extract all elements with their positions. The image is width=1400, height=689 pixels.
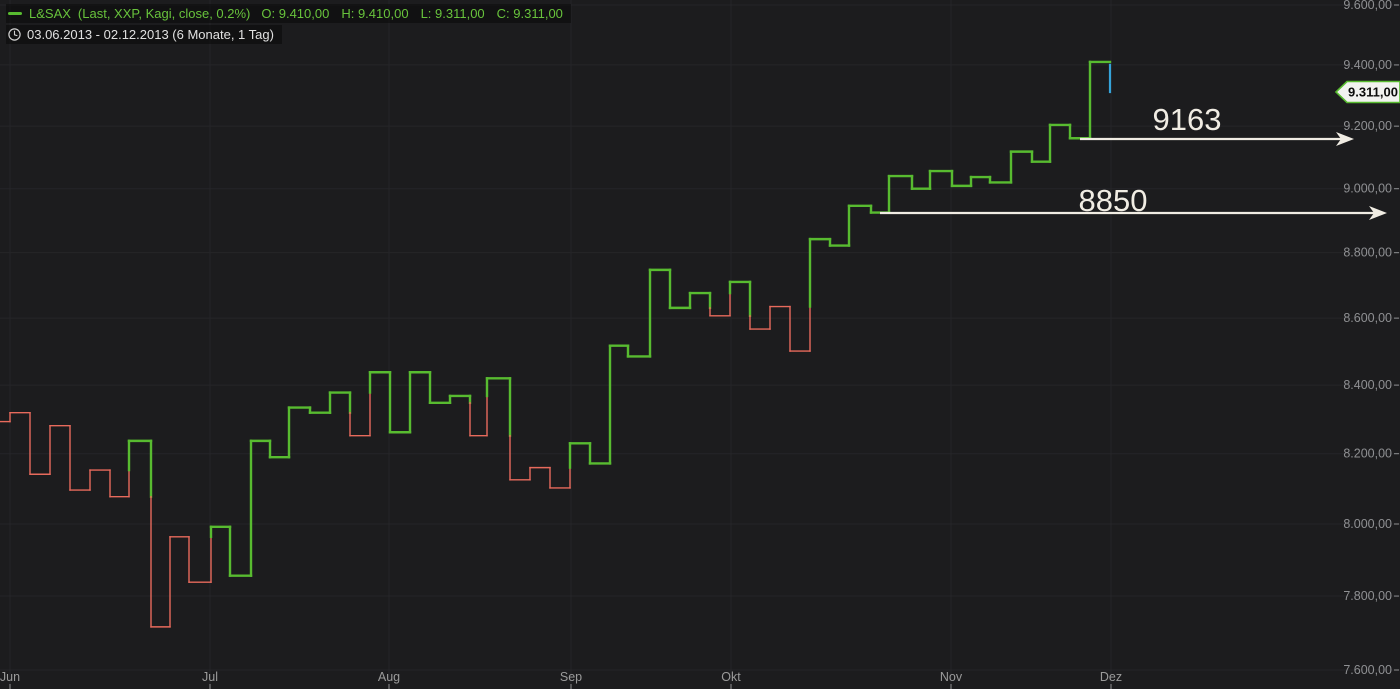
ohlc-item: H: 9.410,00 [341, 6, 409, 21]
series-params: (Last, XXP, Kagi, close, 0.2%) [77, 6, 251, 21]
time-axis-label[interactable]: Okt [721, 670, 741, 684]
clock-icon [8, 28, 21, 41]
annotation-label: 8850 [1079, 183, 1148, 218]
series-symbol: L&SAX [29, 6, 71, 21]
price-badge-value: 9.311,00 [1348, 85, 1398, 100]
time-axis-label[interactable]: Sep [560, 670, 582, 684]
ohlc-values: O: 9.410,00 H: 9.410,00 L: 9.311,00 C: 9.31… [261, 7, 563, 20]
price-axis-label[interactable]: 9.600,00 [1343, 0, 1392, 12]
price-axis-label[interactable]: 9.200,00 [1343, 119, 1392, 133]
price-axis-label[interactable]: 8.000,00 [1343, 517, 1392, 531]
series-marker-icon [8, 12, 22, 15]
legend-daterange-row: 03.06.2013 - 02.12.2013 (6 Monate, 1 Tag… [6, 25, 282, 44]
legend-series-row: L&SAX (Last, XXP, Kagi, close, 0.2%) O: … [6, 4, 571, 23]
time-axis-label[interactable]: Aug [378, 670, 400, 684]
price-badge: 9.311,00 [1334, 80, 1400, 104]
annotation-arrowhead-icon [1336, 132, 1354, 146]
time-axis-label[interactable]: Nov [940, 670, 963, 684]
time-axis-label[interactable]: Jun [0, 670, 20, 684]
price-axis-label[interactable]: 9.000,00 [1343, 182, 1392, 196]
annotation-arrowhead-icon [1369, 206, 1387, 220]
annotation-label: 9163 [1153, 102, 1222, 137]
date-range: 03.06.2013 - 02.12.2013 (6 Monate, 1 Tag… [27, 27, 274, 42]
price-axis-label[interactable]: 7.600,00 [1343, 663, 1392, 677]
ohlc-item: L: 9.311,00 [420, 6, 485, 21]
ohlc-item: C: 9.311,00 [496, 6, 563, 21]
time-axis-label[interactable]: Dez [1100, 670, 1122, 684]
price-axis-label[interactable]: 8.400,00 [1343, 378, 1392, 392]
time-axis-label[interactable]: Jul [202, 670, 218, 684]
price-axis-label[interactable]: 7.800,00 [1343, 589, 1392, 603]
ohlc-item: O: 9.410,00 [261, 6, 330, 21]
price-axis-label[interactable]: 8.600,00 [1343, 311, 1392, 325]
price-axis-label[interactable]: 8.200,00 [1343, 447, 1392, 461]
legend: L&SAX (Last, XXP, Kagi, close, 0.2%) O: … [6, 4, 571, 44]
price-axis-label[interactable]: 9.400,00 [1343, 58, 1392, 72]
price-axis-label[interactable]: 8.800,00 [1343, 246, 1392, 260]
